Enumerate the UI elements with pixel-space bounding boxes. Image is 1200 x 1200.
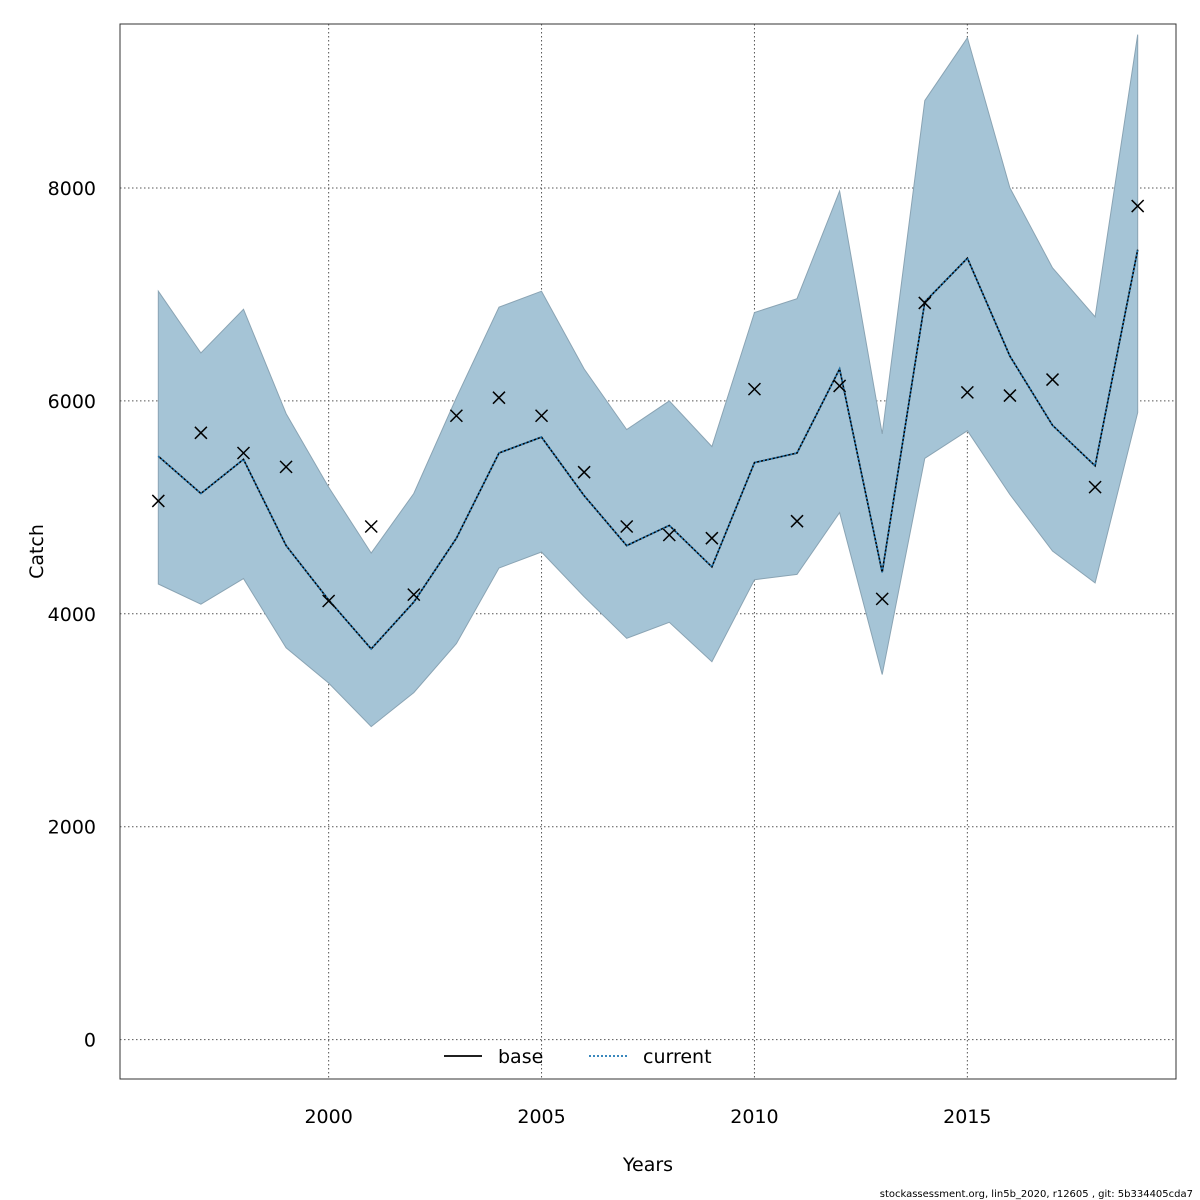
observed-point-2003 [449,409,463,423]
x-tick-label-2005: 2005 [517,1106,565,1128]
observed-markers-layer [151,199,1145,608]
x-axis-title: Years [622,1154,673,1176]
observed-point-2017 [1045,373,1060,387]
observed-point-2005 [535,409,549,423]
y-tick-label-4000: 4000 [48,604,96,626]
observed-point-2015 [960,385,974,399]
confidence-band-layer [157,34,1139,728]
observed-point-2010 [747,382,761,396]
footer-credit: stockassessment.org, lin5b_2020, r12605 … [880,1189,1193,1200]
x-axis-ticks: 2000 2005 2010 2015 [304,1106,991,1128]
observed-point-2014 [918,296,932,310]
observed-point-2019 [1131,199,1145,213]
observed-point-2001 [364,519,378,534]
observed-point-2018 [1088,480,1102,494]
observed-point-1998 [236,446,251,460]
observed-point-1997 [194,426,208,440]
observed-point-2016 [1003,389,1017,403]
legend-label-current: current [643,1046,712,1068]
observed-point-2011 [790,514,804,528]
observed-point-2006 [577,465,591,479]
series-lines-layer [157,249,1139,651]
observed-point-2009 [705,531,719,545]
observed-point-2000 [322,594,336,608]
y-tick-label-2000: 2000 [48,817,96,839]
x-tick-label-2000: 2000 [304,1106,352,1128]
x-tick-label-2015: 2015 [943,1106,991,1128]
y-tick-label-6000: 6000 [48,391,96,413]
y-axis-ticks: 0 2000 4000 6000 8000 [48,178,96,1052]
x-tick-label-2010: 2010 [730,1106,778,1128]
y-axis-title: Catch [26,524,48,579]
observed-point-2002 [407,588,421,602]
series-line-current [157,249,1139,651]
observed-point-2013 [875,592,889,606]
legend: base current [444,1046,712,1068]
y-tick-label-0: 0 [84,1030,96,1052]
observed-point-1996 [151,494,165,508]
y-tick-label-8000: 8000 [48,178,96,200]
plot-frame [119,23,1177,1080]
observed-point-2008 [662,528,676,542]
observed-point-2004 [492,391,506,405]
observed-point-1999 [279,460,293,474]
observed-point-2007 [620,519,634,534]
confidence-band [157,34,1139,728]
legend-label-base: base [498,1046,543,1068]
observed-point-2012 [833,379,847,393]
